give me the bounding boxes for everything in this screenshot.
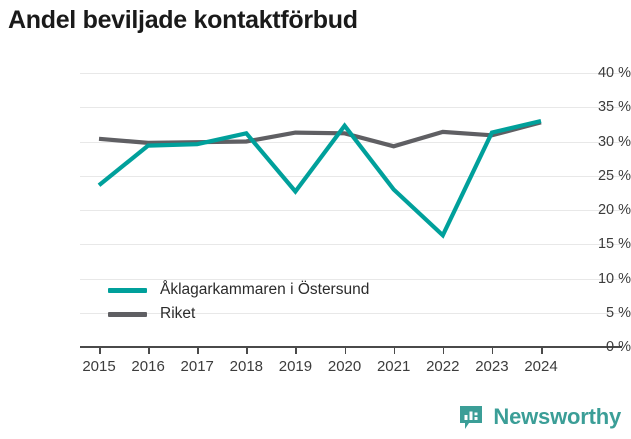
x-axis-tick-label: 2016 (131, 358, 165, 375)
chart-legend: Åklagarkammaren i Östersund Riket (108, 278, 369, 326)
gridline (80, 210, 622, 211)
x-axis-tick-label: 2015 (82, 358, 116, 375)
x-axis-tick-label: 2021 (376, 358, 411, 375)
x-axis-tick-mark (197, 347, 199, 354)
y-axis-tick-label: 10 % (597, 270, 631, 287)
x-axis-tick-label: 2017 (180, 358, 214, 375)
legend-swatch-icon-0 (108, 287, 147, 293)
x-axis-tick-mark (541, 347, 543, 354)
newsworthy-logo[interactable]: Newsworthy (458, 404, 621, 430)
y-axis-tick-label: 30 % (597, 133, 631, 150)
gridline (80, 107, 622, 109)
legend-swatch-icon-1 (108, 311, 147, 317)
x-axis-tick-mark (393, 347, 396, 354)
legend-item-1[interactable]: Riket (108, 302, 369, 326)
y-axis-tick-label: 5 % (606, 304, 631, 321)
y-axis-tick-label: 35 % (597, 99, 631, 116)
gridline (80, 278, 622, 280)
x-axis-tick-label: 2022 (426, 358, 460, 375)
y-axis-tick-label: 0 % (606, 339, 631, 355)
gridline (80, 175, 622, 177)
x-axis-tick-label: 2024 (524, 358, 558, 375)
newsworthy-wordmark: Newsworthy (493, 404, 621, 429)
legend-label-1: Riket (160, 305, 196, 322)
x-axis-tick-mark (99, 347, 101, 354)
x-axis-tick-mark (295, 347, 298, 354)
y-axis-tick-label: 20 % (597, 202, 631, 218)
x-axis-tick-mark (246, 347, 248, 354)
x-axis-tick-label: 2020 (327, 358, 362, 375)
x-axis-tick-label: 2018 (229, 358, 264, 375)
x-axis-tick-label: 2023 (475, 358, 509, 375)
x-axis-tick-mark (148, 347, 150, 354)
chart-title: Andel beviljade kontaktförbud (8, 6, 358, 34)
legend-item-0[interactable]: Åklagarkammaren i Östersund (108, 278, 369, 302)
bar-chart-speech-bubble-icon (460, 406, 483, 429)
gridline (80, 73, 622, 74)
y-axis-tick-label: 40 % (597, 65, 631, 81)
legend-label-0: Åklagarkammaren i Östersund (160, 281, 370, 298)
y-axis-tick-label: 15 % (597, 236, 631, 253)
series-line-0 (97, 118, 542, 239)
x-axis-tick-mark (442, 347, 445, 354)
series-line-1 (98, 120, 542, 149)
x-axis-baseline (80, 346, 622, 348)
x-axis-tick-mark (344, 347, 347, 354)
gridline (80, 141, 622, 143)
x-axis-tick-label: 2019 (278, 358, 313, 375)
x-axis-tick-mark (491, 347, 494, 354)
gridline (80, 244, 622, 246)
y-axis-tick-label: 25 % (597, 167, 631, 184)
gridline (80, 312, 622, 314)
